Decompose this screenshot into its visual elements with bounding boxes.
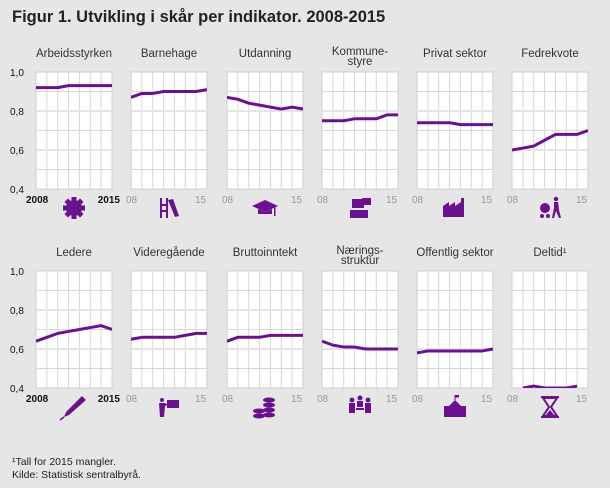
panel: Barnehage 08 15 <box>126 48 208 218</box>
x-tick-start: 08 <box>222 195 234 206</box>
series-line <box>36 324 112 343</box>
footnote: ¹Tall for 2015 mangler. <box>12 456 116 468</box>
panel-title: Ledere <box>56 247 92 259</box>
panel: Ledere 2008 2015 0,4 0,6 0,8 1,0 <box>10 247 121 421</box>
father-pram-icon <box>540 196 561 218</box>
series-line <box>36 84 112 90</box>
playground-slide-icon <box>160 198 179 218</box>
x-tick-start: 08 <box>507 195 519 206</box>
x-tick-end: 15 <box>291 195 303 206</box>
y-tick-label: 0,8 <box>10 306 24 317</box>
series-line <box>417 347 493 355</box>
panel-title: Arbeidsstyrken <box>36 48 112 60</box>
panel-title-line: Offentlig sektor <box>416 247 493 259</box>
series-line <box>131 331 207 341</box>
panel: Deltid¹ 08 15 <box>507 247 589 418</box>
panel: Nærings-struktur 08 15 <box>317 245 399 413</box>
graduation-cap-icon <box>252 200 278 216</box>
panel: Videregående 08 15 <box>126 247 208 417</box>
x-tick-start: 2008 <box>26 394 49 405</box>
teacher-board-icon <box>159 398 179 417</box>
panel-title: Offentlig sektor <box>416 247 493 259</box>
panel-title-line: Barnehage <box>141 48 197 60</box>
x-tick-end: 2015 <box>98 195 121 206</box>
y-tick-label: 0,6 <box>10 345 24 356</box>
x-tick-end: 15 <box>386 195 398 206</box>
panel-title-line: styre <box>348 56 373 68</box>
meeting-people-icon <box>349 395 371 413</box>
x-tick-start: 08 <box>126 394 138 405</box>
y-tick-label: 0,6 <box>10 146 24 157</box>
x-tick-end: 15 <box>481 195 493 206</box>
y-tick-label: 0,4 <box>10 384 24 395</box>
public-building-icon <box>444 395 466 417</box>
panel: Utdanning 08 15 <box>222 48 304 216</box>
x-tick-start: 08 <box>412 195 424 206</box>
x-tick-end: 15 <box>576 195 588 206</box>
x-tick-end: 15 <box>291 394 303 405</box>
panel-title-line: Bruttoinntekt <box>233 247 298 259</box>
x-tick-end: 15 <box>576 394 588 405</box>
coins-icon <box>253 397 275 419</box>
x-tick-start: 08 <box>126 195 138 206</box>
ballot-box-icon <box>350 198 371 218</box>
panel-title: Deltid¹ <box>533 247 566 259</box>
x-tick-start: 2008 <box>26 195 49 206</box>
factory-icon <box>443 198 464 217</box>
panel-title-line: Arbeidsstyrken <box>36 48 112 60</box>
x-tick-start: 08 <box>317 195 329 206</box>
gear-icon <box>63 197 85 219</box>
x-tick-end: 2015 <box>98 394 121 405</box>
panel-title-line: Nærings- <box>336 245 383 257</box>
panel-title-line: Privat sektor <box>423 48 487 60</box>
panel-title-line: Ledere <box>56 247 92 259</box>
panel: Privat sektor 08 15 <box>412 48 494 217</box>
x-tick-end: 15 <box>195 195 207 206</box>
panel: Kommune-styre 08 15 <box>317 46 399 218</box>
panel-title-line: Fedrekvote <box>521 48 579 60</box>
panel-title-line: Utdanning <box>239 48 291 60</box>
y-tick-label: 1,0 <box>10 267 24 278</box>
x-tick-start: 08 <box>317 394 329 405</box>
panel-title: Kommune-styre <box>332 46 388 68</box>
series-line <box>227 95 303 111</box>
series-line <box>512 129 588 152</box>
panel-title: Privat sektor <box>423 48 487 60</box>
y-tick-label: 0,8 <box>10 107 24 118</box>
panel-title-line: Videregående <box>133 247 204 259</box>
figure-title: Figur 1. Utvikling i skår per indikator.… <box>12 8 386 26</box>
panel-title-line: struktur <box>341 255 380 267</box>
x-tick-end: 15 <box>481 394 493 405</box>
series-line <box>522 384 578 388</box>
series-line <box>227 333 303 343</box>
panel-title: Barnehage <box>141 48 197 60</box>
panel: Bruttoinntekt 08 15 <box>222 247 304 419</box>
pen-icon <box>59 396 86 421</box>
x-tick-end: 15 <box>195 394 207 405</box>
y-tick-label: 1,0 <box>10 68 24 79</box>
panel-title-line: Kommune- <box>332 46 388 58</box>
series-line <box>417 121 493 127</box>
panel-title: Bruttoinntekt <box>233 247 298 259</box>
x-tick-end: 15 <box>386 394 398 405</box>
panel-title: Nærings-struktur <box>336 245 383 267</box>
panel: Offentlig sektor 08 15 <box>412 247 494 417</box>
series-line <box>322 339 398 351</box>
x-tick-start: 08 <box>222 394 234 405</box>
panel-title: Videregående <box>133 247 204 259</box>
panel: Arbeidsstyrken 2008 2015 0,4 0,6 0,8 1,0 <box>10 48 120 219</box>
x-tick-start: 08 <box>412 394 424 405</box>
panel-title: Utdanning <box>239 48 291 60</box>
series-line <box>131 88 207 99</box>
y-tick-label: 0,4 <box>10 185 24 196</box>
panel-title-line: Deltid¹ <box>533 247 566 259</box>
x-tick-start: 08 <box>507 394 519 405</box>
hourglass-icon <box>541 396 559 418</box>
panel-title: Fedrekvote <box>521 48 579 60</box>
panel: Fedrekvote 08 15 <box>507 48 589 218</box>
series-line <box>322 113 398 123</box>
source-note: Kilde: Statistisk sentralbyrå. <box>12 469 141 481</box>
